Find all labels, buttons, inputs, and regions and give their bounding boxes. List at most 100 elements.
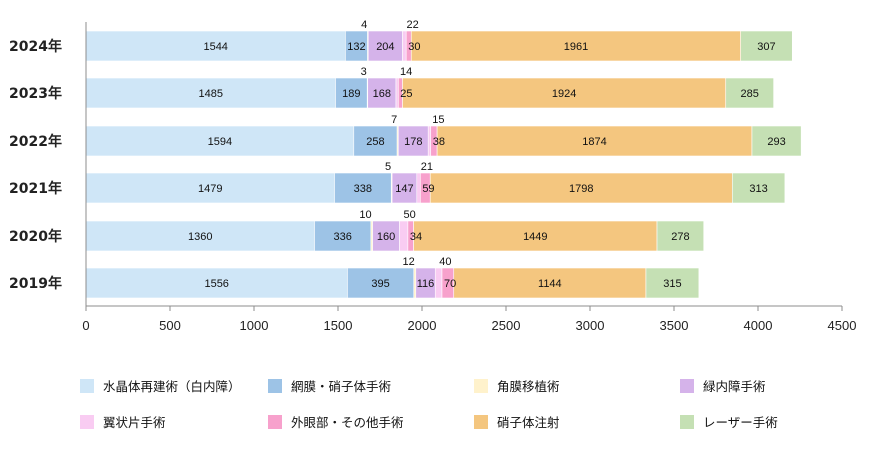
legend-label: 角膜移植術 [497,379,560,394]
data-label: 34 [410,231,422,243]
bar-segment [427,125,432,157]
x-tick-label: 3000 [576,318,605,333]
category-label: 2020年 [9,228,62,245]
data-label: 50 [403,209,415,221]
data-label: 285 [741,88,759,100]
data-label: 395 [371,278,389,290]
data-label: 338 [354,183,372,195]
legend-label: 網膜・硝子体手術 [291,379,392,394]
data-label: 147 [395,183,413,195]
x-tick-label: 4000 [744,318,773,333]
bar-segment [453,267,647,299]
bar-segment [314,220,372,252]
legend-item: 緑内障手術 [680,376,766,395]
data-label: 189 [342,88,360,100]
data-label: 4 [361,19,367,31]
bar-segment [740,30,793,62]
bar-segment [85,220,315,252]
data-label: 38 [433,136,445,148]
bar-segment [731,172,786,204]
bar-segment [413,267,417,299]
data-label: 21 [421,161,433,173]
legend-item: 網膜・硝子体手術 [268,376,391,395]
bar-segment [656,220,705,252]
x-tick-label: 500 [159,318,181,333]
bar-segment [416,172,421,204]
data-label: 10 [359,209,371,221]
legend-swatch [80,378,94,393]
x-tick-label: 0 [82,318,89,333]
bar-segment [429,172,733,204]
bar-segment [335,77,368,109]
bar-segment [395,77,399,109]
bar-segment [436,125,753,157]
data-label: 25 [400,88,412,100]
bar-segment [367,77,397,109]
data-label: 336 [334,231,352,243]
bar-segment [645,267,700,299]
legend-item: 外眼部・その他手術 [268,412,404,431]
legend-label: 硝子体注射 [497,415,560,430]
legend-swatch [474,378,488,393]
legend-label: 緑内障手術 [703,379,766,394]
data-label: 59 [422,183,434,195]
bar-segment [751,125,802,157]
legend-swatch [268,378,282,393]
data-label: 14 [400,66,412,78]
data-label: 160 [377,231,395,243]
data-label: 116 [417,278,435,290]
category-label: 2019年 [9,275,62,292]
bar-segment [725,77,774,109]
data-label: 1594 [208,136,232,148]
bar-segment [334,172,392,204]
x-tick-label: 1000 [240,318,269,333]
data-label: 70 [444,278,456,290]
legend-label: 外眼部・その他手術 [291,415,404,430]
bar-segment [353,125,398,157]
bar-segment [85,267,348,299]
data-label: 315 [663,278,681,290]
data-label: 1360 [188,231,212,243]
data-label: 1144 [538,278,562,290]
data-label: 5 [385,161,391,173]
data-label: 30 [408,41,420,53]
x-tick-label: 4500 [828,318,857,333]
x-tick-label: 1500 [324,318,353,333]
data-label: 1798 [569,183,593,195]
legend-item: 水晶体再建術（白内障） [80,376,241,395]
legend-swatch [268,414,282,429]
axes-layer: 0 500 1000 1500 2000 2500 3000 3500 4000 4500 [82,22,856,333]
legend-label: 水晶体再建術（白内障） [103,379,241,394]
data-label: 7 [391,114,397,126]
data-label: 22 [407,19,419,31]
legend-swatch [474,414,488,429]
bar-segment [399,220,409,252]
legend-item: 角膜移植術 [474,376,560,395]
data-label: 3 [361,66,367,78]
legend-label: 翼状片手術 [103,415,166,430]
bar-segment [402,30,407,62]
category-label: 2023年 [9,85,62,102]
bar-segment [398,125,429,157]
data-label: 15 [432,114,444,126]
data-label: 1485 [198,88,222,100]
legend-swatch [80,414,94,429]
legend-swatch [680,378,694,393]
category-label: 2022年 [9,133,62,150]
data-label: 1961 [564,41,588,53]
data-label: 178 [404,136,422,148]
data-label: 278 [671,231,689,243]
x-tick-label: 2500 [492,318,521,333]
legend-item: レーザー手術 [680,412,778,431]
data-label: 293 [767,136,785,148]
bar-segment [434,267,443,299]
data-label: 258 [366,136,384,148]
x-tick-label: 2000 [408,318,437,333]
data-label: 132 [347,41,365,53]
bar-segment [347,267,415,299]
bar-segment [85,172,335,204]
category-label: 2024年 [9,38,62,55]
legend-label: レーザー手術 [703,415,778,430]
